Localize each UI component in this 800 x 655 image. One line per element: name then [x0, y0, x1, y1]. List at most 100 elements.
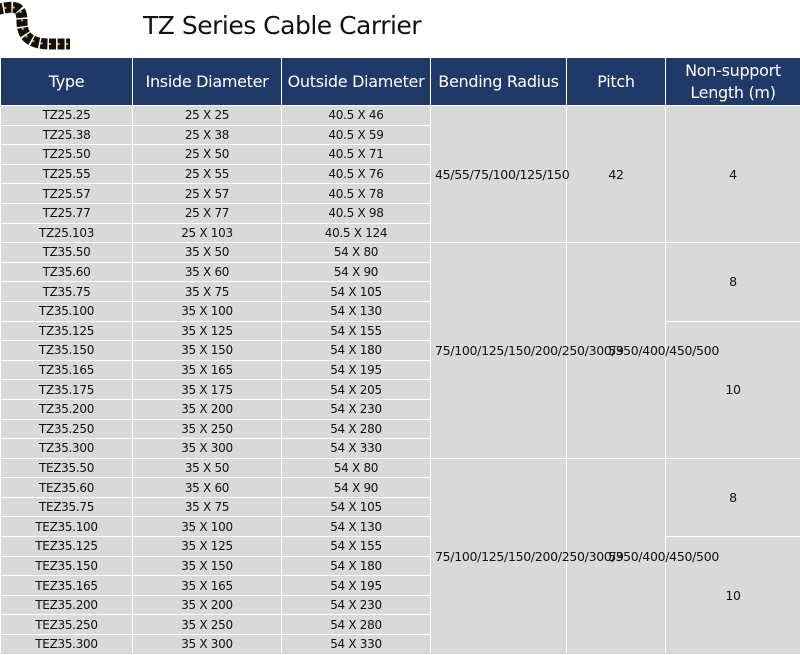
cell-type: TZ35.125 [0, 320, 133, 342]
cell-type: TZ35.250 [0, 418, 133, 440]
table-row: TEZ35.250 35 X 250 54 X 280 [0, 614, 800, 636]
cell-non-support-length: 4 [665, 104, 800, 244]
page-title: TZ Series Cable Carrier [143, 11, 422, 40]
cell-inside-diameter: 25 X 38 [132, 124, 282, 146]
cell-type: TEZ35.100 [0, 516, 133, 538]
cell-type: TEZ35.75 [0, 496, 133, 518]
cell-outside-diameter: 54 X 130 [281, 516, 431, 538]
header-bending-radius: Bending Radius [430, 57, 567, 106]
cell-outside-diameter: 54 X 195 [281, 359, 431, 381]
cell-inside-diameter: 35 X 100 [132, 300, 282, 322]
cell-inside-diameter: 35 X 300 [132, 438, 282, 459]
table-row: TZ35.250 35 X 250 54 X 280 [0, 418, 800, 440]
table-row: TZ25.38 25 X 38 40.5 X 59 [0, 124, 800, 146]
spec-table-body: TZ25.25 25 X 25 40.5 X 46 45/55/75/100/125/… [0, 104, 800, 655]
cell-outside-diameter: 54 X 180 [281, 340, 431, 361]
cell-outside-diameter: 54 X 105 [281, 496, 431, 518]
cell-outside-diameter: 40.5 X 46 [281, 105, 431, 126]
cell-inside-diameter: 35 X 250 [132, 418, 282, 440]
cell-type: TEZ35.150 [0, 555, 133, 577]
cell-outside-diameter: 54 X 155 [281, 320, 431, 342]
cell-outside-diameter: 54 X 330 [281, 438, 431, 459]
header-type: Type [0, 57, 133, 106]
cell-outside-diameter: 54 X 90 [281, 477, 431, 498]
table-row: TZ35.300 35 X 300 54 X 330 [0, 438, 800, 459]
cell-inside-diameter: 35 X 165 [132, 575, 282, 596]
cell-non-support-length: 8 [665, 457, 800, 538]
cell-type: TZ35.165 [0, 359, 133, 381]
cell-outside-diameter: 54 X 205 [281, 379, 431, 400]
cell-type: TEZ35.200 [0, 594, 133, 616]
cell-inside-diameter: 35 X 250 [132, 614, 282, 636]
cell-bending-radius: 45/55/75/100/125/150 [430, 104, 570, 244]
table-row: TZ25.57 25 X 57 40.5 X 78 [0, 183, 800, 204]
table-row: TZ25.25 25 X 25 40.5 X 46 45/55/75/100/125/… [0, 104, 800, 244]
cell-inside-diameter: 35 X 75 [132, 496, 282, 518]
cell-type: TEZ35.60 [0, 477, 133, 498]
cell-outside-diameter: 54 X 330 [281, 634, 431, 655]
header-row: Type Inside Diameter Outside Diameter Be… [0, 57, 800, 106]
cell-type: TZ25.57 [0, 183, 133, 204]
title-bar: TZ Series Cable Carrier [0, 0, 800, 57]
cell-inside-diameter: 35 X 60 [132, 477, 282, 498]
cell-type: TZ25.77 [0, 202, 133, 224]
cell-inside-diameter: 35 X 125 [132, 536, 282, 557]
cell-pitch: 59 [566, 242, 666, 459]
cell-outside-diameter: 54 X 155 [281, 536, 431, 557]
table-row: TEZ35.150 35 X 150 54 X 180 [0, 555, 800, 577]
cell-bending-radius: 75/100/125/150/200/250/300/350/400/450/5… [430, 242, 719, 459]
cell-outside-diameter: 40.5 X 78 [281, 183, 431, 204]
cable-chain-icon [0, 1, 70, 50]
cell-outside-diameter: 54 X 280 [281, 614, 431, 636]
cell-type: TEZ35.165 [0, 575, 133, 596]
cell-inside-diameter: 25 X 55 [132, 163, 282, 185]
cell-inside-diameter: 35 X 75 [132, 281, 282, 302]
table-row: TEZ35.300 35 X 300 54 X 330 [0, 634, 800, 655]
cell-type: TZ25.50 [0, 144, 133, 165]
cell-inside-diameter: 25 X 77 [132, 202, 282, 224]
cell-outside-diameter: 54 X 130 [281, 300, 431, 322]
header-outside-diameter: Outside Diameter [281, 57, 431, 106]
table-row: TEZ35.75 35 X 75 54 X 105 [0, 496, 800, 518]
cell-inside-diameter: 35 X 150 [132, 555, 282, 577]
cell-outside-diameter: 54 X 80 [281, 457, 431, 479]
table-row: TZ25.50 25 X 50 40.5 X 71 [0, 144, 800, 165]
table-row: TEZ35.165 35 X 165 54 X 195 [0, 575, 800, 596]
cell-inside-diameter: 35 X 50 [132, 457, 282, 479]
cell-outside-diameter: 54 X 105 [281, 281, 431, 302]
cell-bending-radius: 75/100/125/150/200/250/300/350/400/450/5… [430, 457, 719, 655]
cell-outside-diameter: 40.5 X 59 [281, 124, 431, 146]
cell-outside-diameter: 54 X 90 [281, 261, 431, 283]
cell-type: TZ35.50 [0, 242, 133, 263]
cell-inside-diameter: 35 X 165 [132, 359, 282, 381]
cell-type: TZ35.175 [0, 379, 133, 400]
cell-inside-diameter: 35 X 300 [132, 634, 282, 655]
cell-type: TZ25.25 [0, 105, 133, 126]
header-pitch: Pitch [566, 57, 666, 106]
cell-type: TZ25.55 [0, 163, 133, 185]
cell-inside-diameter: 35 X 125 [132, 320, 282, 342]
cell-type: TEZ35.125 [0, 536, 133, 557]
cell-type: TZ35.100 [0, 300, 133, 322]
cell-type: TZ25.38 [0, 124, 133, 146]
cell-type: TZ35.200 [0, 398, 133, 420]
cell-outside-diameter: 40.5 X 98 [281, 202, 431, 224]
cell-pitch: 59 [566, 457, 666, 655]
cell-outside-diameter: 54 X 230 [281, 594, 431, 616]
cell-outside-diameter: 40.5 X 71 [281, 144, 431, 165]
cell-inside-diameter: 25 X 25 [132, 105, 282, 126]
cell-type: TEZ35.250 [0, 614, 133, 636]
header-inside-diameter: Inside Diameter [132, 57, 282, 106]
table-row: TZ35.100 35 X 100 54 X 130 [0, 300, 800, 322]
cell-non-support-length: 10 [665, 320, 800, 459]
cell-outside-diameter: 54 X 230 [281, 398, 431, 420]
cell-outside-diameter: 40.5 X 76 [281, 163, 431, 185]
cell-type: TZ35.300 [0, 438, 133, 459]
cell-inside-diameter: 35 X 60 [132, 261, 282, 283]
cell-inside-diameter: 35 X 200 [132, 398, 282, 420]
cell-type: TZ35.60 [0, 261, 133, 283]
cell-type: TEZ35.300 [0, 634, 133, 655]
table-row: TZ35.150 35 X 150 54 X 180 [0, 340, 800, 361]
